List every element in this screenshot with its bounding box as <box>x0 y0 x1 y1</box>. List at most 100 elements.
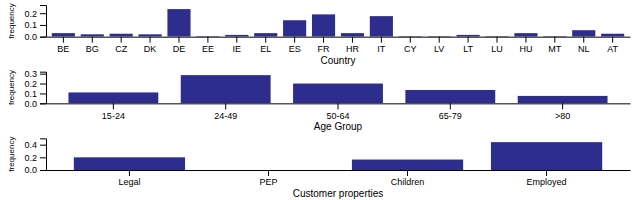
x-tick: PEP <box>259 170 277 187</box>
bar <box>405 90 495 103</box>
bar <box>514 33 537 37</box>
x-tick-label: Legal <box>118 177 140 187</box>
x-tick-label: HU <box>519 44 532 54</box>
y-tick: 0.0 <box>24 32 46 42</box>
x-tick: BE <box>57 37 69 54</box>
x-tick-mark <box>468 37 469 43</box>
figure: BEBGCZDKDEEEIEELESFRHRITCYLVLTLUHUMTNLAT… <box>0 0 640 200</box>
x-tick-mark <box>92 37 93 43</box>
y-axis-title: frequency <box>7 3 16 38</box>
bar <box>254 33 277 37</box>
bar <box>370 16 393 37</box>
bar <box>457 35 480 37</box>
bars <box>74 142 602 170</box>
y-tick-label: 0.2 <box>24 153 37 163</box>
x-axis-title: Country <box>320 55 355 66</box>
x-tick-mark <box>207 37 208 43</box>
x-tick-label: CY <box>404 44 417 54</box>
y-axis: 0.0 0.10.2 <box>24 6 46 43</box>
x-tick-mark <box>352 37 353 43</box>
x-tick-mark <box>583 37 584 43</box>
x-tick-label: CZ <box>115 44 127 54</box>
y-tick: 0.1 <box>24 89 46 99</box>
x-tick: Legal <box>118 170 140 187</box>
x-tick-label: LV <box>434 44 444 54</box>
x-tick: MT <box>548 37 561 54</box>
y-tick-label: 0.1 <box>24 20 37 30</box>
y-tick: 0.2 <box>24 9 46 19</box>
x-tick-label: PEP <box>259 177 277 187</box>
bar <box>74 157 185 170</box>
bar <box>213 170 324 171</box>
x-tick-mark <box>294 37 295 43</box>
x-tick-mark <box>407 170 408 176</box>
x-tick-mark <box>236 37 237 43</box>
bar <box>293 84 383 104</box>
x-tick: 24-49 <box>214 103 237 120</box>
x-tick-label: 24-49 <box>214 111 237 121</box>
y-axis: 0.00.20.4 <box>24 139 46 176</box>
x-tick-label: 50-64 <box>326 111 349 121</box>
x-axis-line <box>47 170 631 171</box>
x-tick-mark <box>612 37 613 43</box>
x-tick-label: LU <box>491 44 503 54</box>
bar <box>485 36 508 37</box>
panel: BEBGCZDKDEEEIEELESFRHRITCYLVLTLUHUMTNLAT… <box>7 3 631 65</box>
x-tick-label: DE <box>173 44 186 54</box>
y-tick-label: 0.0 <box>24 165 37 175</box>
bar <box>352 160 463 170</box>
y-tick: 0.0 <box>24 99 46 109</box>
y-tick-label: 0.3 <box>24 69 37 79</box>
x-tick-mark <box>554 37 555 43</box>
bar <box>491 142 602 170</box>
x-tick: Employed <box>527 170 567 187</box>
x-tick-label: Children <box>391 177 425 187</box>
x-tick-mark <box>265 37 266 43</box>
x-tick-mark <box>268 170 269 176</box>
y-tick-mark <box>40 74 46 75</box>
y-tick-label: 0.2 <box>24 9 37 19</box>
x-tick: Children <box>391 170 425 187</box>
x-tick-mark <box>63 37 64 43</box>
bar <box>601 34 624 37</box>
bar <box>81 34 104 36</box>
x-tick-label: Employed <box>527 177 567 187</box>
bar <box>181 75 271 103</box>
x-tick-label: DK <box>144 44 157 54</box>
bar <box>52 33 75 37</box>
x-tick: 65-79 <box>439 103 462 120</box>
x-tick-label: LT <box>463 44 473 54</box>
x-tick-mark <box>150 37 151 43</box>
x-tick-label: 15-24 <box>102 111 125 121</box>
x-tick-label: AT <box>607 44 618 54</box>
y-tick-mark <box>40 103 46 104</box>
x-tick-mark <box>323 37 324 43</box>
bar <box>572 30 595 36</box>
x-tick: BG <box>86 37 99 54</box>
bar <box>167 9 190 37</box>
x-axis-line <box>47 37 631 38</box>
y-tick-mark <box>40 84 46 85</box>
x-tick-mark <box>129 170 130 176</box>
x-tick: HR <box>346 37 359 54</box>
x-tick-mark <box>546 170 547 176</box>
y-tick-mark <box>40 157 46 158</box>
x-tick-mark <box>410 37 411 43</box>
x-tick-mark <box>497 37 498 43</box>
x-tick-label: >80 <box>555 111 570 121</box>
y-tick-label: 0.2 <box>24 79 37 89</box>
bar <box>399 36 422 37</box>
x-tick-mark <box>225 103 226 109</box>
x-tick-mark <box>121 37 122 43</box>
x-tick-label: NL <box>578 44 590 54</box>
bar <box>341 33 364 37</box>
y-axis: 0.00.10.20.3 <box>24 69 46 109</box>
x-tick-mark <box>439 37 440 43</box>
y-tick-label: 0.0 <box>24 32 37 42</box>
x-tick-label: ES <box>289 44 301 54</box>
bar <box>283 20 306 36</box>
x-tick: 50-64 <box>326 103 349 120</box>
x-tick-label: BE <box>57 44 69 54</box>
x-tick-label: IT <box>377 44 386 54</box>
y-tick-mark <box>40 25 46 26</box>
